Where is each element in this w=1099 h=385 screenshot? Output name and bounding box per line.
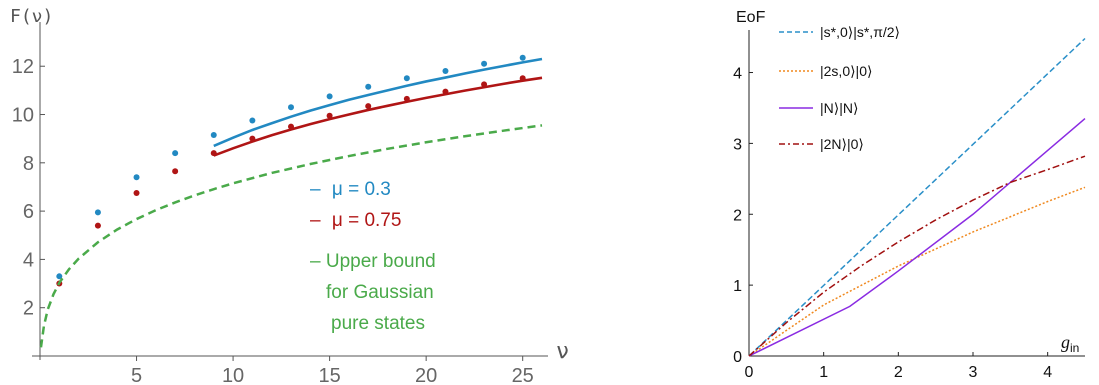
right-x-tick-label: 0 (745, 364, 754, 381)
left-ticks: 5 10 15 20 25 2 4 6 8 10 12 (12, 56, 534, 385)
left-y-tick-label: 2 (23, 298, 34, 320)
right-x-tick-label: 3 (969, 364, 978, 381)
left-series-point-0 (56, 273, 63, 280)
right-axes: EoF gin (736, 9, 1085, 357)
left-series-point-1 (403, 95, 410, 102)
left-series-point-1 (442, 88, 449, 95)
right-x-axis-label-main: g (1061, 332, 1070, 352)
left-y-tick-label: 8 (23, 153, 34, 175)
legend-prefix: – (310, 210, 321, 231)
right-x-tick-label: 2 (894, 364, 903, 381)
left-series (39, 54, 543, 348)
left-series-point-0 (94, 209, 101, 216)
legend-entry-upper-bound-line-1: – Upper bound (310, 251, 436, 272)
left-series-line-2 (39, 124, 543, 348)
right-series (748, 37, 1086, 357)
right-x-tick-label: 1 (819, 364, 828, 381)
legend-entry-mu-0.3: – μ = 0.3 (310, 179, 391, 200)
right-chart: EoF gin 0 1 2 3 4 0 1 2 3 4 |s*,0⟩|s*,π/2⟩ |2s,0⟩… (733, 9, 1086, 381)
right-y-tick-label: 1 (733, 278, 742, 295)
legend-entry-mu-0.75: – μ = 0.75 (310, 210, 401, 231)
left-series-point-0 (326, 93, 333, 100)
right-x-tick-label: 4 (1043, 364, 1052, 381)
legend-label: μ = 0.3 (332, 179, 391, 200)
legend-entry-upper-bound-line-3: pure states (331, 313, 425, 334)
left-x-axis-label: ν (556, 339, 569, 364)
left-chart: F(ν) ν 5 10 15 20 25 2 4 6 8 10 12 – μ = 0.3 – μ =… (10, 6, 569, 385)
left-series-point-0 (365, 83, 372, 90)
left-series-point-0 (481, 60, 488, 67)
left-series-point-0 (249, 117, 256, 124)
right-y-axis-label: EoF (736, 9, 766, 26)
left-y-axis-label: F(ν) (10, 6, 53, 27)
left-series-point-1 (288, 123, 294, 130)
left-series-point-0 (442, 68, 449, 75)
right-series-line-2 (748, 118, 1086, 357)
right-y-tick-label: 4 (733, 66, 742, 83)
left-series-point-0 (288, 104, 294, 111)
left-x-tick-label: 15 (318, 365, 340, 385)
legend-label-s-star: |s*,0⟩|s*,π/2⟩ (820, 24, 900, 40)
left-axes: F(ν) ν (10, 6, 569, 364)
left-series-point-1 (365, 103, 372, 110)
right-legend: |s*,0⟩|s*,π/2⟩ |2s,0⟩|0⟩ |N⟩|N⟩ |2N⟩|0⟩ (779, 24, 900, 152)
left-series-point-0 (519, 54, 526, 61)
right-x-axis-label: gin (1061, 332, 1079, 355)
left-x-tick-label: 20 (415, 365, 437, 385)
left-y-tick-label: 12 (12, 56, 34, 78)
left-y-tick-label: 4 (23, 249, 34, 271)
left-series-point-1 (133, 190, 140, 196)
right-series-line-0 (748, 37, 1086, 357)
left-series-point-1 (172, 168, 179, 175)
left-series-line-1 (213, 76, 543, 157)
left-y-tick-label: 6 (23, 201, 34, 223)
left-series-point-1 (249, 135, 256, 142)
right-y-tick-label: 3 (733, 136, 742, 153)
left-series-point-1 (326, 112, 333, 119)
legend-label: μ = 0.75 (332, 210, 402, 231)
left-x-tick-label: 25 (512, 365, 534, 385)
left-series-point-1 (481, 81, 488, 88)
left-x-tick-label: 5 (131, 365, 142, 385)
right-y-tick-label: 2 (733, 207, 742, 224)
left-series-point-1 (210, 150, 217, 157)
right-series-line-3 (748, 155, 1086, 357)
left-x-tick-label: 10 (222, 365, 244, 385)
legend-prefix: – (310, 179, 321, 200)
right-x-axis-label-sub: in (1070, 341, 1079, 355)
left-legend: – μ = 0.3 – μ = 0.75 – Upper bound for G… (310, 179, 436, 334)
right-ticks: 0 1 2 3 4 0 1 2 3 4 (733, 66, 1052, 381)
left-series-line-0 (213, 57, 543, 148)
left-y-tick-label: 10 (12, 105, 34, 127)
legend-label-2N: |2N⟩|0⟩ (820, 136, 864, 152)
left-series-point-0 (210, 132, 217, 139)
left-series-point-0 (133, 174, 140, 181)
right-y-tick-label: 0 (733, 349, 742, 366)
legend-label-2s: |2s,0⟩|0⟩ (820, 63, 872, 79)
legend-label-NN: |N⟩|N⟩ (820, 100, 858, 116)
left-series-point-0 (172, 150, 179, 157)
left-series-point-0 (403, 75, 410, 82)
left-series-point-1 (94, 222, 101, 229)
legend-entry-upper-bound-line-2: for Gaussian (326, 282, 434, 303)
left-series-point-1 (519, 75, 526, 82)
right-series-line-1 (748, 186, 1086, 357)
